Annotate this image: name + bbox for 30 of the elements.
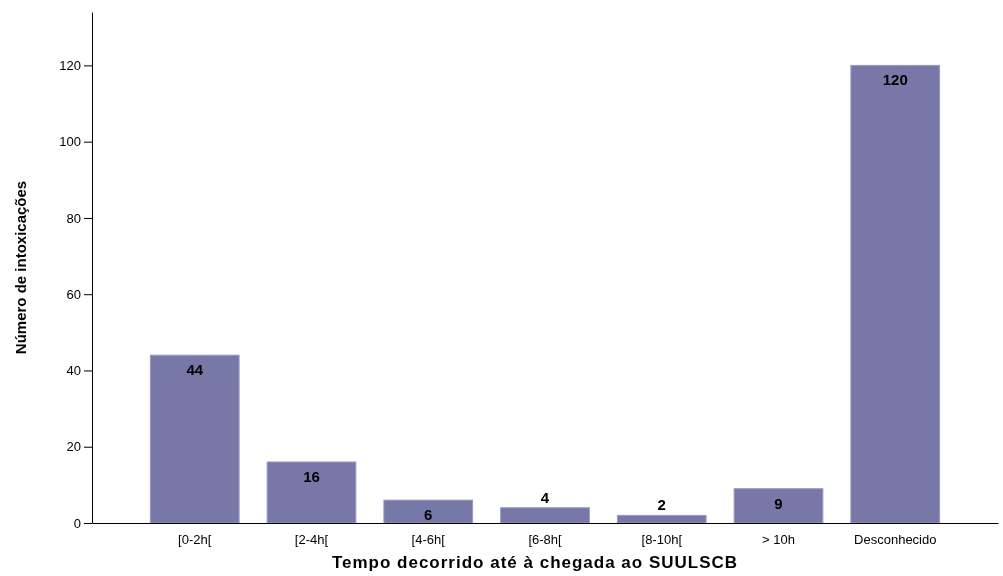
x-tick-label: Desconhecido (854, 532, 937, 548)
x-tick-label: [4-6h[ (411, 532, 446, 548)
bar (850, 64, 941, 524)
x-tick-label: [0-2h[ (178, 532, 212, 548)
bar (383, 499, 474, 524)
y-tick-label: 100 (59, 134, 81, 150)
y-tick-label: 60 (66, 286, 81, 302)
y-tick-label: 120 (59, 58, 81, 74)
y-tick-label: 40 (66, 363, 81, 379)
data-label: 16 (303, 467, 320, 485)
data-label: 120 (882, 71, 908, 89)
bar (500, 507, 590, 524)
x-tick-label: [6-8h[ (528, 532, 563, 548)
y-tick-label: 80 (66, 210, 81, 226)
y-tick-label: 20 (66, 439, 81, 455)
x-tick-label: > 10h (762, 532, 795, 548)
data-label: 4 (540, 488, 550, 506)
bar (616, 514, 707, 524)
x-axis-title: Tempo decorrido até à chegada ao SUULSCB (331, 553, 739, 572)
bar (733, 488, 824, 524)
bar (266, 461, 357, 524)
bar (149, 354, 240, 524)
x-tick-label: [8-10h[ (641, 532, 683, 548)
data-label: 9 (774, 494, 783, 512)
y-axis-title: Número de intoxicações (12, 180, 29, 355)
data-label: 2 (657, 496, 666, 514)
y-tick-label: 0 (73, 515, 81, 531)
data-label: 6 (424, 506, 433, 524)
x-tick-label: [2-4h[ (294, 532, 329, 548)
data-label: 44 (186, 361, 204, 379)
